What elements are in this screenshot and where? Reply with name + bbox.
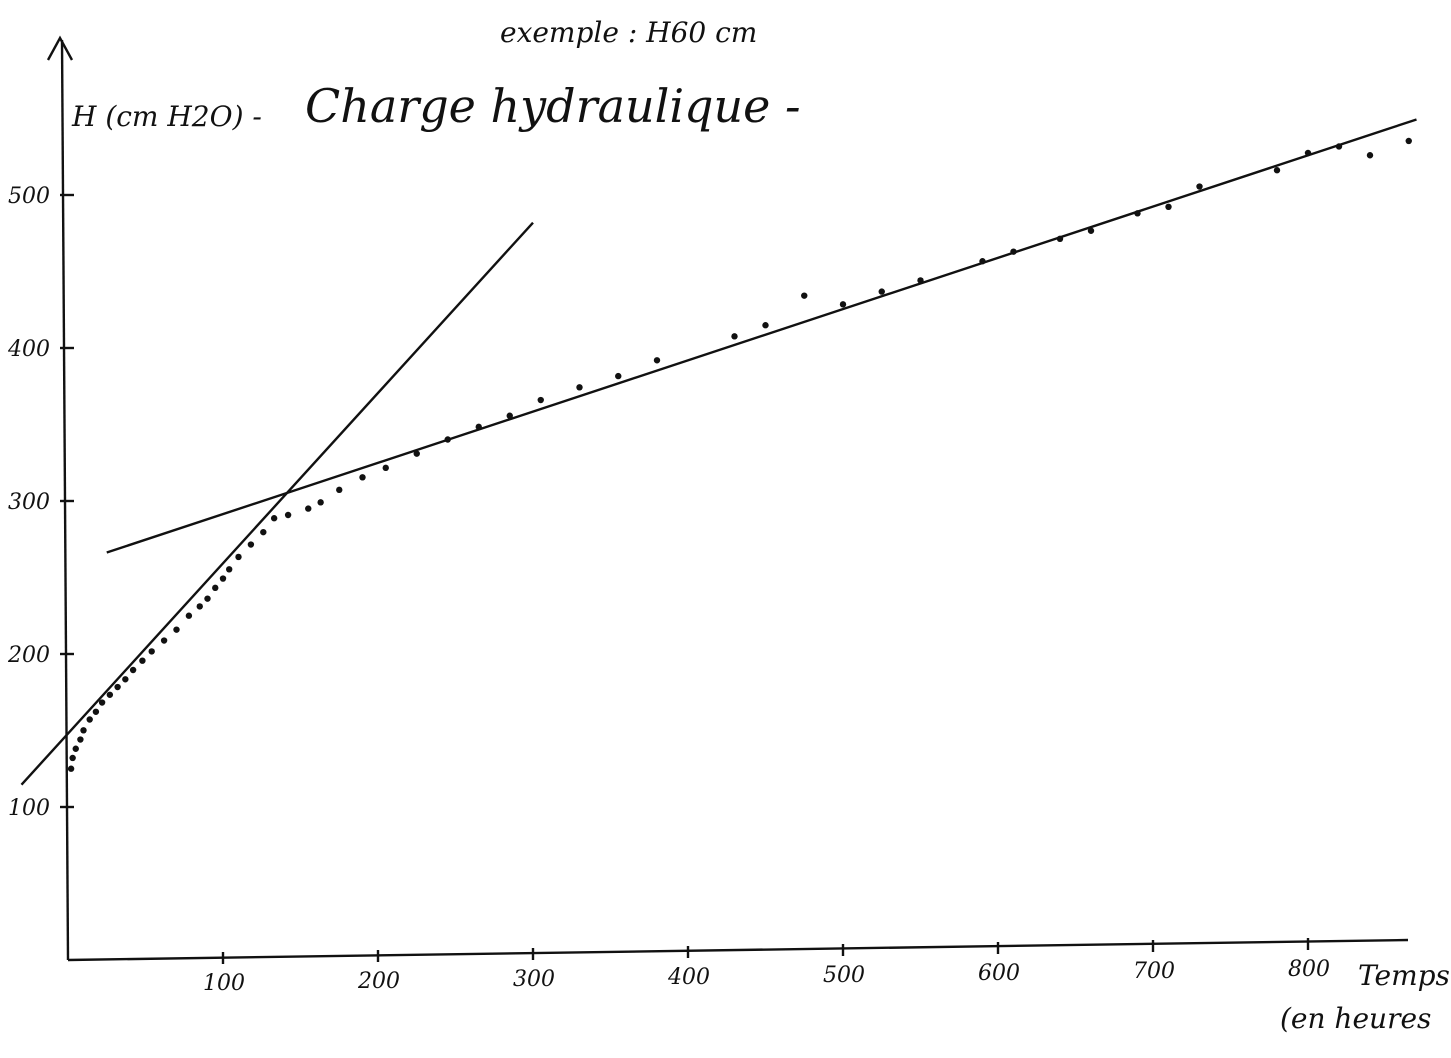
data-point <box>270 515 278 522</box>
data-point <box>114 683 121 691</box>
data-point <box>615 372 622 380</box>
data-point <box>185 612 193 619</box>
data-point <box>196 603 203 610</box>
y-tick-label: 500 <box>8 184 50 209</box>
data-points <box>67 137 1412 772</box>
data-point <box>444 436 451 443</box>
trend-line <box>20 221 534 786</box>
data-point <box>917 277 924 284</box>
data-point <box>413 450 420 457</box>
y-tick-label: 300 <box>8 490 50 515</box>
x-tick-label: 300 <box>513 967 555 992</box>
data-point <box>1273 167 1281 174</box>
y-axis-arrow-icon <box>46 35 74 61</box>
data-point <box>1405 137 1412 145</box>
data-point <box>1196 183 1203 190</box>
y-tick-label: 400 <box>7 337 50 362</box>
data-point <box>139 657 146 664</box>
data-point <box>506 412 513 419</box>
data-point <box>212 584 219 592</box>
x-tick-label: 400 <box>667 965 710 990</box>
x-tick-label: 100 <box>203 971 245 996</box>
data-point <box>77 736 84 743</box>
data-point <box>247 541 255 548</box>
data-point <box>1087 227 1095 234</box>
y-tick-label: 100 <box>8 796 50 821</box>
y-ticks: 100 200 300 400 500 <box>7 184 74 821</box>
data-point <box>839 301 847 308</box>
data-point <box>173 626 180 633</box>
chart-title: Charge hydraulique - <box>305 79 801 133</box>
data-point <box>762 322 769 329</box>
data-point <box>653 357 661 364</box>
data-point <box>731 333 738 340</box>
data-point <box>86 716 93 723</box>
data-point <box>160 637 168 644</box>
data-point <box>801 292 808 299</box>
chart-subtitle: exemple : H60 cm <box>500 16 757 49</box>
data-point <box>219 575 227 582</box>
x-tick-label: 500 <box>823 963 865 988</box>
data-point <box>305 505 312 512</box>
data-point <box>1134 210 1141 217</box>
data-point <box>69 754 76 762</box>
data-point <box>359 474 366 481</box>
data-point <box>1366 152 1374 159</box>
data-point <box>148 648 155 655</box>
x-axis-label: Temps <box>1358 959 1450 992</box>
data-point <box>1165 203 1172 211</box>
y-tick-label: 200 <box>7 643 50 668</box>
data-point <box>1056 235 1064 243</box>
data-point <box>226 566 233 573</box>
data-point <box>336 486 343 494</box>
trendlines <box>20 118 1417 786</box>
y-axis-label: H (cm H2O) - <box>71 100 262 133</box>
x-axis <box>67 938 1409 962</box>
data-point <box>92 708 100 715</box>
data-point <box>475 423 482 431</box>
data-point <box>67 765 75 772</box>
data-point <box>284 511 292 519</box>
x-tick-label: 800 <box>1288 957 1330 982</box>
x-axis-unit-label: (en heures <box>1280 1002 1431 1035</box>
data-point <box>576 384 583 391</box>
data-point <box>204 595 211 602</box>
data-point <box>1304 149 1312 157</box>
data-point <box>537 396 544 404</box>
data-point <box>80 727 87 734</box>
trend-line <box>106 118 1417 554</box>
data-point <box>122 676 129 683</box>
data-point <box>979 258 986 265</box>
data-point <box>235 553 242 561</box>
data-point <box>878 288 885 295</box>
x-tick-label: 600 <box>978 961 1020 986</box>
x-ticks: 100 200 300 400 500 600 700 800 <box>203 938 1330 996</box>
x-tick-label: 700 <box>1133 959 1175 984</box>
data-point <box>72 745 79 752</box>
data-point <box>1010 248 1017 255</box>
data-point <box>1335 143 1343 150</box>
data-point <box>98 699 106 706</box>
x-tick-label: 200 <box>357 969 400 994</box>
data-point <box>317 499 324 506</box>
data-point <box>106 691 114 698</box>
data-point <box>129 666 137 674</box>
data-point <box>382 464 389 472</box>
data-point <box>260 528 267 536</box>
